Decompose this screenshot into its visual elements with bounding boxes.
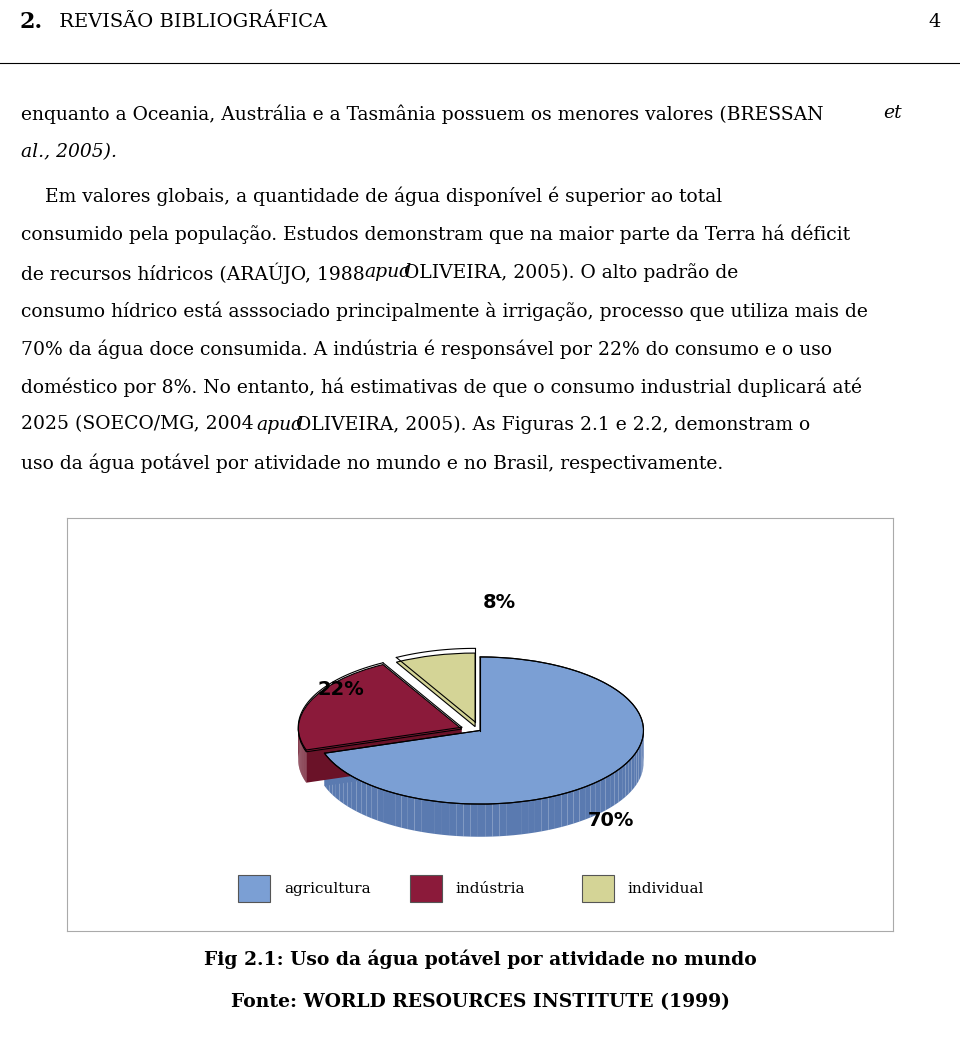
Polygon shape xyxy=(372,786,377,820)
Polygon shape xyxy=(401,795,408,829)
Text: 8%: 8% xyxy=(483,594,516,613)
Polygon shape xyxy=(464,804,470,837)
FancyBboxPatch shape xyxy=(238,876,271,901)
Text: doméstico por 8%. No entanto, há estimativas de que o consumo industrial duplica: doméstico por 8%. No entanto, há estimat… xyxy=(21,378,862,397)
Text: al., 2005).: al., 2005). xyxy=(21,143,117,161)
Text: individual: individual xyxy=(628,881,705,896)
Text: consumido pela população. Estudos demonstram que na maior parte da Terra há défi: consumido pela população. Estudos demons… xyxy=(21,224,851,244)
Polygon shape xyxy=(442,802,449,836)
Polygon shape xyxy=(383,789,389,824)
Polygon shape xyxy=(638,746,640,782)
FancyBboxPatch shape xyxy=(410,876,443,901)
Polygon shape xyxy=(329,760,332,795)
Polygon shape xyxy=(585,785,590,820)
Polygon shape xyxy=(632,755,635,790)
Polygon shape xyxy=(535,799,541,833)
Polygon shape xyxy=(344,771,348,806)
Polygon shape xyxy=(351,777,356,811)
Polygon shape xyxy=(377,788,383,822)
Polygon shape xyxy=(492,803,499,837)
Polygon shape xyxy=(622,764,626,800)
Text: REVISÃO BIBLIOGRÁFICA: REVISÃO BIBLIOGRÁFICA xyxy=(53,13,327,32)
Polygon shape xyxy=(324,753,327,789)
Text: Fig 2.1: Uso da água potável por atividade no mundo: Fig 2.1: Uso da água potável por ativida… xyxy=(204,950,756,969)
Polygon shape xyxy=(456,803,464,837)
Polygon shape xyxy=(626,761,629,797)
Polygon shape xyxy=(618,767,622,802)
Text: de recursos hídricos (ARAÚJO, 1988: de recursos hídricos (ARAÚJO, 1988 xyxy=(21,262,371,285)
Polygon shape xyxy=(396,794,401,827)
Polygon shape xyxy=(408,797,415,831)
Polygon shape xyxy=(541,798,548,832)
Polygon shape xyxy=(629,759,632,794)
Polygon shape xyxy=(562,792,567,827)
Wedge shape xyxy=(299,664,462,752)
Text: 70%: 70% xyxy=(588,810,634,829)
Text: indústria: indústria xyxy=(456,881,525,896)
Polygon shape xyxy=(332,763,336,798)
Polygon shape xyxy=(521,801,528,835)
Polygon shape xyxy=(606,776,611,810)
Polygon shape xyxy=(590,783,596,818)
Polygon shape xyxy=(528,800,535,834)
Text: enquanto a Oceania, Austrália e a Tasmânia possuem os menores valores (BRESSAN: enquanto a Oceania, Austrália e a Tasmân… xyxy=(21,105,829,124)
Polygon shape xyxy=(478,804,485,837)
Text: OLIVEIRA, 2005). As Figuras 2.1 e 2.2, demonstram o: OLIVEIRA, 2005). As Figuras 2.1 e 2.2, d… xyxy=(290,416,810,434)
Polygon shape xyxy=(428,800,435,834)
Text: uso da água potável por atividade no mundo e no Brasil, respectivamente.: uso da água potável por atividade no mun… xyxy=(21,454,724,473)
FancyBboxPatch shape xyxy=(582,876,614,901)
Polygon shape xyxy=(635,752,636,788)
Polygon shape xyxy=(548,796,555,831)
Polygon shape xyxy=(580,787,585,822)
Polygon shape xyxy=(641,740,642,776)
Polygon shape xyxy=(449,803,456,836)
Text: 70% da água doce consumida. A indústria é responsável por 22% do consumo e o uso: 70% da água doce consumida. A indústria … xyxy=(21,340,832,359)
Text: OLIVEIRA, 2005). O alto padrão de: OLIVEIRA, 2005). O alto padrão de xyxy=(398,262,738,281)
Text: Em valores globais, a quantidade de água disponível é superior ao total: Em valores globais, a quantidade de água… xyxy=(21,186,722,206)
Polygon shape xyxy=(389,791,396,826)
Text: 2.: 2. xyxy=(19,12,42,33)
Polygon shape xyxy=(499,803,507,836)
Text: apud: apud xyxy=(256,416,303,434)
Polygon shape xyxy=(324,730,480,786)
Text: consumo hídrico está asssociado principalmente à irrigação, processo que utiliza: consumo hídrico está asssociado principa… xyxy=(21,302,868,321)
Polygon shape xyxy=(327,756,329,792)
Polygon shape xyxy=(507,802,514,836)
Polygon shape xyxy=(348,773,351,809)
Polygon shape xyxy=(421,799,428,833)
Text: 4: 4 xyxy=(928,13,941,32)
Polygon shape xyxy=(336,765,340,801)
Polygon shape xyxy=(470,804,478,837)
Polygon shape xyxy=(636,749,638,785)
Polygon shape xyxy=(361,781,367,816)
Polygon shape xyxy=(614,769,618,805)
Polygon shape xyxy=(356,779,361,814)
Polygon shape xyxy=(485,804,492,837)
Polygon shape xyxy=(573,789,580,823)
Polygon shape xyxy=(640,743,641,779)
Polygon shape xyxy=(555,795,562,828)
Text: 22%: 22% xyxy=(318,680,365,699)
Polygon shape xyxy=(435,801,442,835)
Polygon shape xyxy=(514,802,521,835)
Polygon shape xyxy=(601,778,606,813)
Polygon shape xyxy=(306,727,462,783)
Wedge shape xyxy=(324,657,643,804)
Text: et: et xyxy=(883,105,901,123)
Wedge shape xyxy=(396,653,475,727)
Text: Fonte: WORLD RESOURCES INSTITUTE (1999): Fonte: WORLD RESOURCES INSTITUTE (1999) xyxy=(230,993,730,1011)
Polygon shape xyxy=(340,768,344,804)
Polygon shape xyxy=(567,790,573,825)
Polygon shape xyxy=(611,772,614,807)
Text: apud: apud xyxy=(365,262,412,280)
Text: 2025 (SOECO/MG, 2004: 2025 (SOECO/MG, 2004 xyxy=(21,416,260,434)
Polygon shape xyxy=(596,780,601,815)
Polygon shape xyxy=(367,783,372,818)
Text: agricultura: agricultura xyxy=(284,881,371,896)
Polygon shape xyxy=(415,798,421,832)
